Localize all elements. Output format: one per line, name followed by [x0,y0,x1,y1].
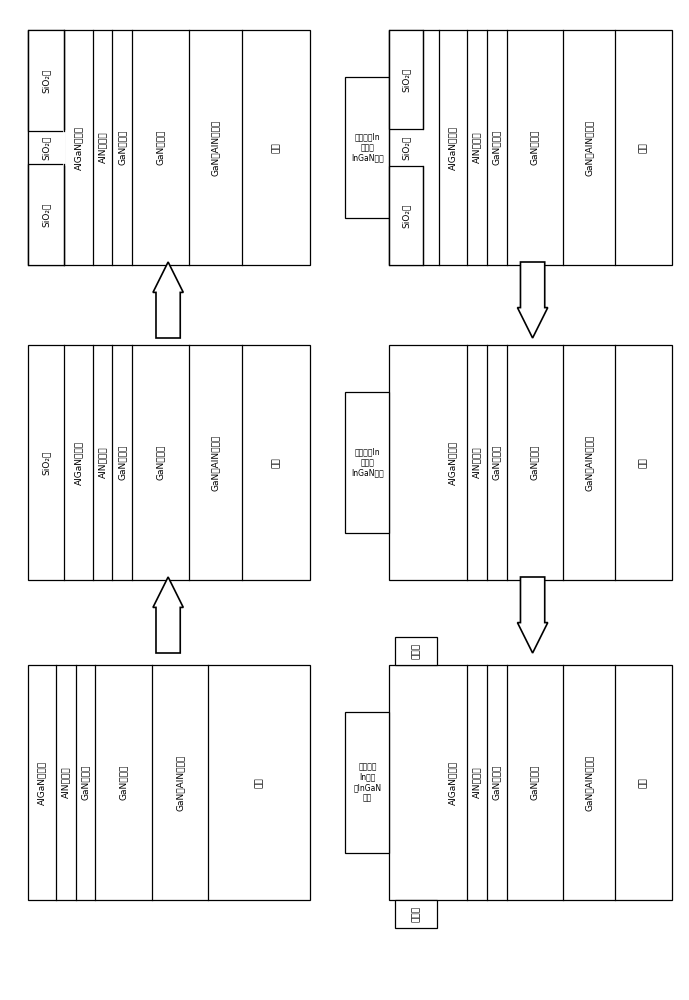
Text: AlGaN势垒层: AlGaN势垒层 [449,125,457,170]
Text: AlGaN势垒层: AlGaN势垒层 [37,760,46,805]
Text: AlN插入层: AlN插入层 [61,767,70,798]
Text: 源金属: 源金属 [411,906,420,922]
Bar [28,164,64,265]
Text: SiO₂层: SiO₂层 [402,203,411,228]
Bar [345,392,389,533]
Text: GaN高阔层: GaN高阔层 [156,445,165,480]
Text: AlN插入层: AlN插入层 [473,767,482,798]
Text: GaN或AlN成核层: GaN或AlN成核层 [211,434,220,491]
Bar [389,129,423,166]
Bar [389,665,672,900]
Text: GaN沟道层: GaN沟道层 [492,130,501,165]
Bar [28,30,64,131]
Text: GaN高阔层: GaN高阔层 [531,130,539,165]
Text: GaN高阔层: GaN高阔层 [156,130,165,165]
Text: GaN或AlN成核层: GaN或AlN成核层 [585,434,594,491]
Text: 栅金属: 栅金属 [411,643,420,659]
Bar [28,665,310,900]
Text: GaN或AlN成核层: GaN或AlN成核层 [585,754,594,811]
Text: GaN或AlN成核层: GaN或AlN成核层 [211,119,220,176]
Text: 贷底: 贷底 [271,142,280,153]
Bar [345,712,389,853]
Text: GaN沟道层: GaN沟道层 [118,445,127,480]
Text: GaN或AlN成核层: GaN或AlN成核层 [585,119,594,176]
Text: SiO₂层: SiO₂层 [41,135,50,160]
Text: GaN沟道层: GaN沟道层 [118,130,127,165]
Text: GaN沟道层: GaN沟道层 [492,765,501,800]
Bar [395,900,438,928]
Text: GaN沟道层: GaN沟道层 [81,765,90,800]
Bar [389,345,672,580]
Text: AlGaN势垒层: AlGaN势垒层 [74,125,83,170]
Polygon shape [153,262,183,338]
Text: SiO₂层: SiO₂层 [41,68,50,93]
Bar [389,166,423,265]
Bar [389,30,423,129]
Bar [28,345,310,580]
Bar [28,131,64,164]
Polygon shape [153,577,183,653]
Text: SiO₂层: SiO₂层 [41,202,50,227]
Text: GaN高阔层: GaN高阔层 [531,445,539,480]
Text: 贷底: 贷底 [639,457,648,468]
Text: 贷底: 贷底 [271,457,280,468]
Text: AlGaN势垒层: AlGaN势垒层 [449,760,457,805]
Text: AlGaN势垒层: AlGaN势垒层 [74,440,83,485]
Text: GaN或AlN成核层: GaN或AlN成核层 [176,754,185,811]
Text: 含有大量In
空位的
InGaN帽层: 含有大量In 空位的 InGaN帽层 [351,133,384,162]
Bar [28,30,310,265]
Text: GaN沟道层: GaN沟道层 [492,445,501,480]
Text: AlN插入层: AlN插入层 [473,447,482,478]
Polygon shape [517,577,548,653]
Text: SiO₂层: SiO₂层 [402,67,411,92]
Text: 贷底: 贷底 [639,142,648,153]
Text: AlN插入层: AlN插入层 [98,447,107,478]
Text: AlN插入层: AlN插入层 [473,132,482,163]
Text: 含有大量
In空位
的InGaN
帽层: 含有大量 In空位 的InGaN 帽层 [353,762,382,803]
Text: AlGaN势垒层: AlGaN势垒层 [449,440,457,485]
Text: SiO₂层: SiO₂层 [41,450,50,475]
Polygon shape [517,262,548,338]
Text: 贷底: 贷底 [639,777,648,788]
Text: AlN插入层: AlN插入层 [98,132,107,163]
Text: SiO₂层: SiO₂层 [402,135,411,160]
Text: 含有大量In
空位的
InGaN帽层: 含有大量In 空位的 InGaN帽层 [351,448,384,477]
Bar [395,637,438,665]
Bar [389,30,672,265]
Text: GaN高阔层: GaN高阔层 [531,765,539,800]
Bar [345,77,389,218]
Text: 贷底: 贷底 [255,777,264,788]
Text: GaN高阔层: GaN高阔层 [119,765,128,800]
